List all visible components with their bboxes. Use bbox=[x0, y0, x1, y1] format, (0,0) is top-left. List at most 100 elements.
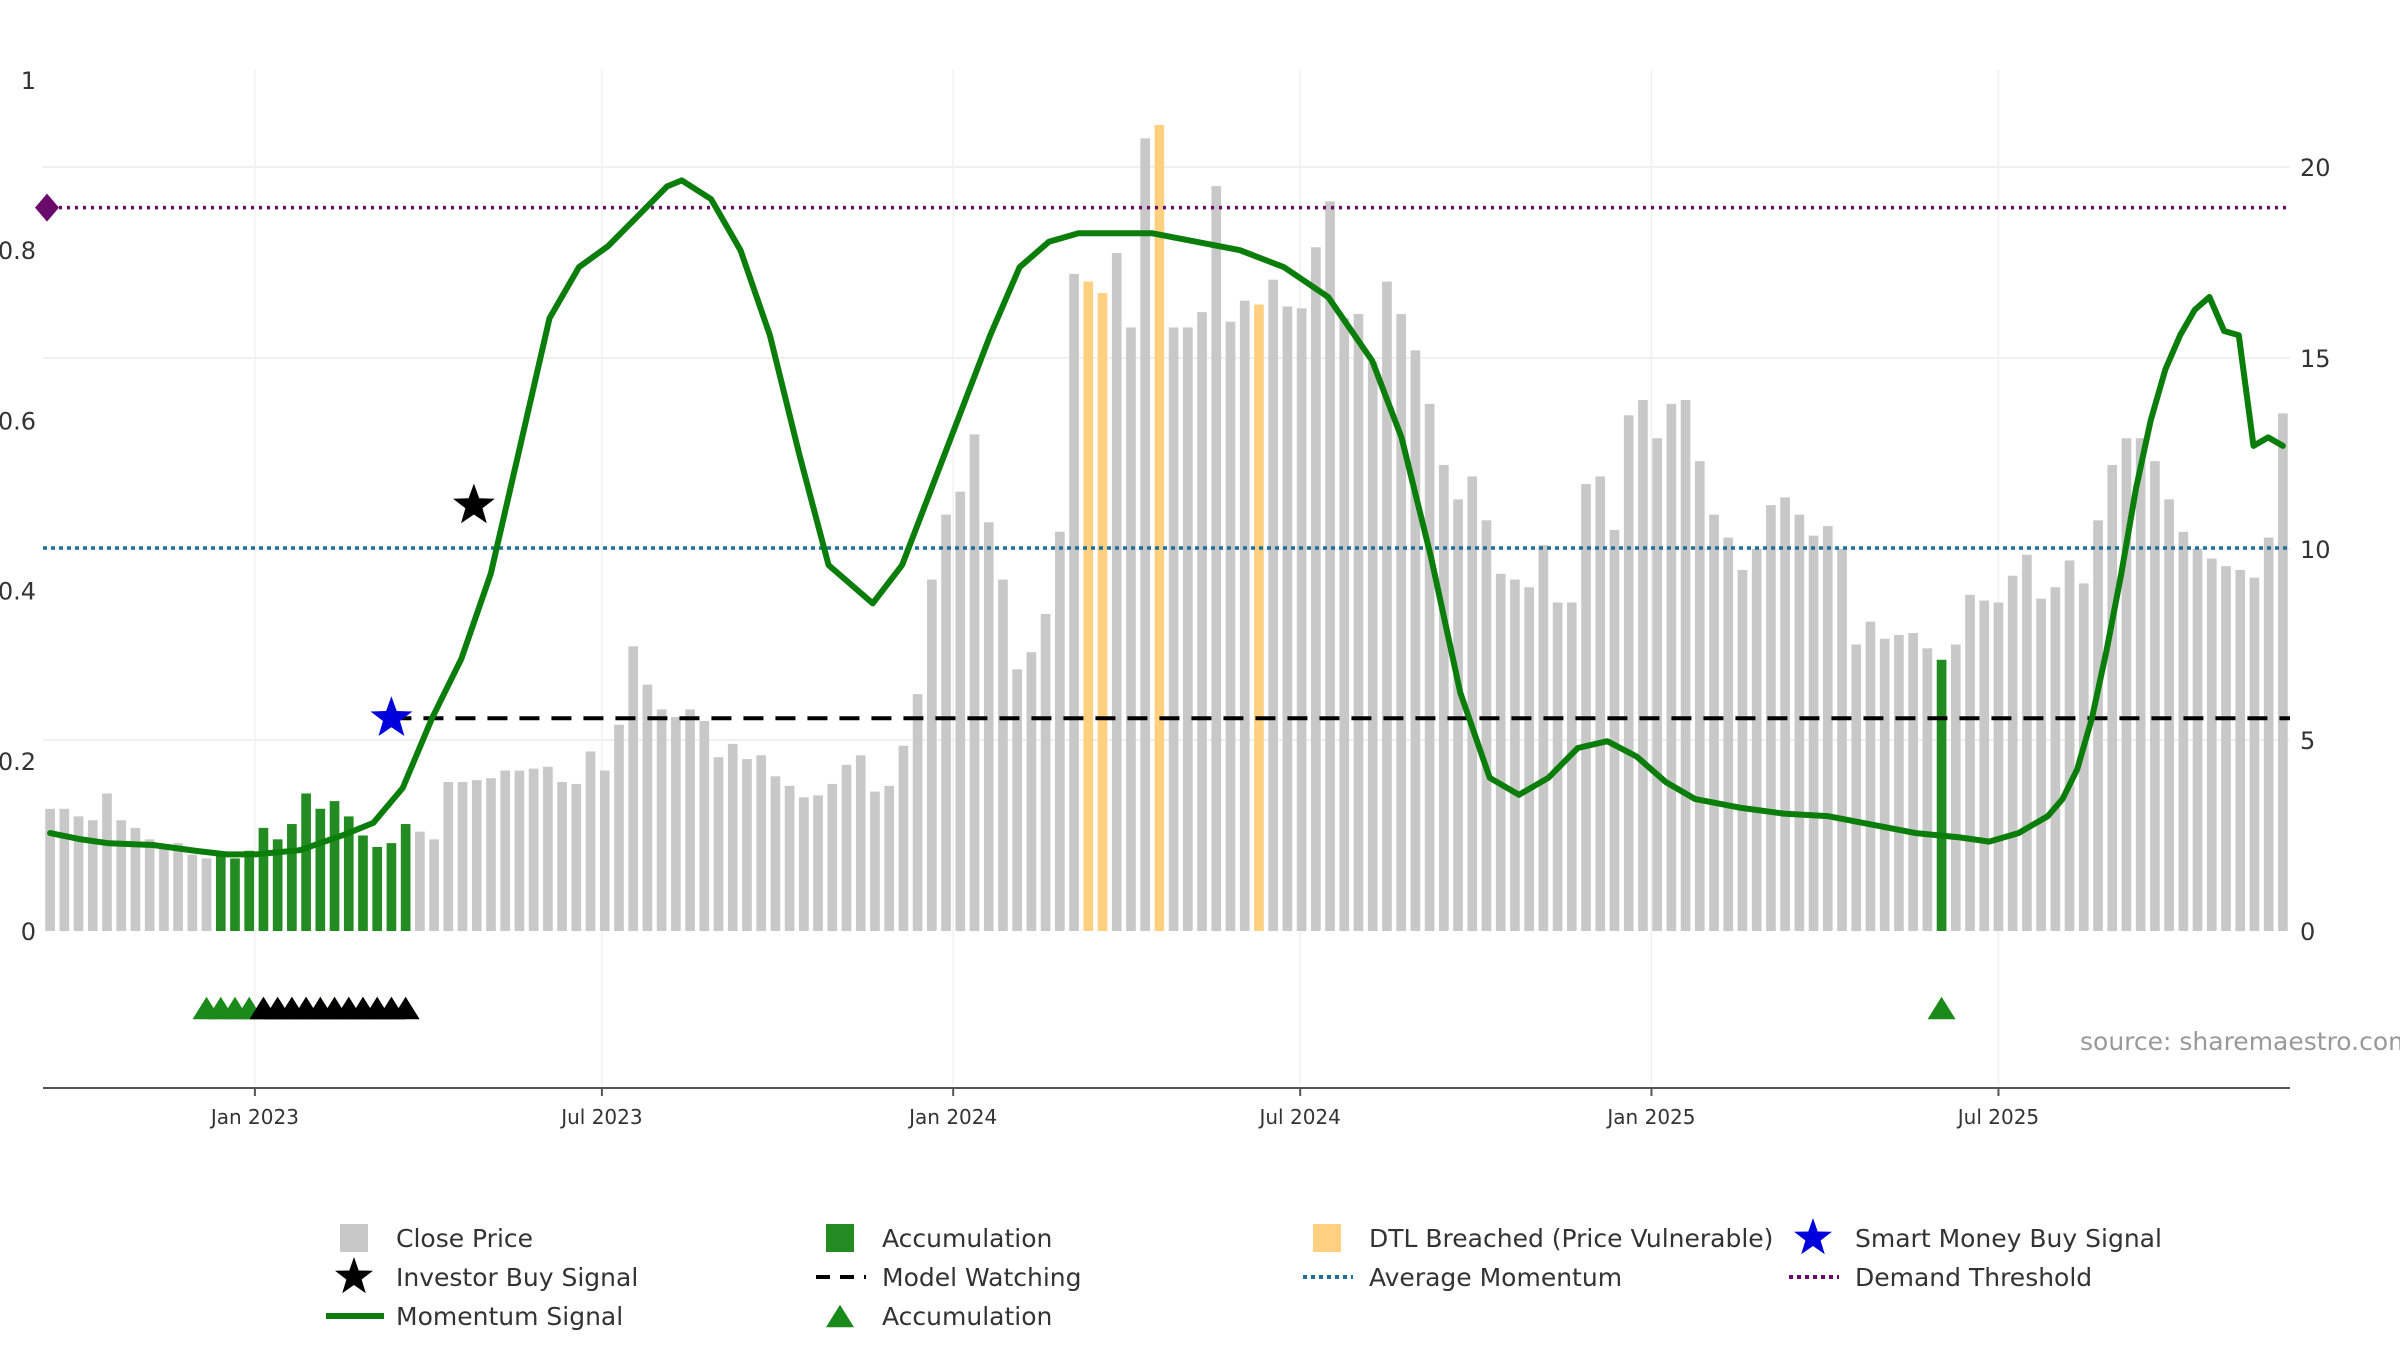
gridlines bbox=[43, 70, 2290, 1085]
accumulation-bar bbox=[287, 824, 297, 931]
legend-label: Accumulation bbox=[882, 1302, 1052, 1331]
legend-item: Smart Money Buy Signal bbox=[1794, 1218, 2162, 1255]
y-left-tick-label: 1 bbox=[21, 67, 36, 95]
investor-buy-signal-star bbox=[453, 483, 495, 524]
price-bar bbox=[1424, 403, 1435, 932]
axes: Jan 2023 Jul 2023 Jan 2024 Jul 2024 Jan 2025… bbox=[0, 67, 2331, 1129]
price-bar bbox=[2164, 499, 2174, 931]
legend-item: Demand Threshold bbox=[1789, 1263, 2092, 1292]
price-bar bbox=[1865, 621, 1876, 931]
price-bar bbox=[1495, 573, 1506, 931]
price-bar bbox=[2007, 575, 2018, 931]
dtl-breached-bar bbox=[1083, 281, 1094, 932]
price-bar bbox=[941, 514, 951, 931]
demand-threshold-marker bbox=[35, 193, 59, 222]
legend-swatch bbox=[340, 1224, 368, 1252]
price-bar bbox=[1566, 602, 1577, 931]
legend-swatch bbox=[826, 1224, 854, 1252]
price-bar bbox=[1353, 314, 1364, 931]
price-bar bbox=[742, 759, 752, 931]
legend-item: Accumulation bbox=[826, 1224, 1052, 1253]
price-bar bbox=[1026, 652, 1037, 931]
price-bar bbox=[1296, 308, 1307, 932]
price-bar bbox=[2221, 566, 2231, 931]
accumulation-bar bbox=[315, 808, 326, 931]
price-bar bbox=[585, 751, 596, 931]
x-tick-label: Jul 2023 bbox=[559, 1105, 642, 1129]
price-bar bbox=[1239, 300, 1250, 931]
price-bar bbox=[1822, 526, 1833, 931]
price-bar bbox=[2135, 438, 2146, 931]
price-bar bbox=[2064, 560, 2075, 931]
legend-label: Smart Money Buy Signal bbox=[1855, 1224, 2162, 1253]
smart-money-buy-signal-star bbox=[370, 696, 413, 736]
accumulation-bar bbox=[258, 827, 269, 931]
price-bar bbox=[1325, 201, 1335, 931]
x-tick-label: Jul 2025 bbox=[1956, 1105, 2039, 1129]
signal-markers bbox=[192, 483, 1956, 1020]
accumulation-bar bbox=[372, 846, 383, 931]
price-bar bbox=[2278, 413, 2288, 931]
price-bar bbox=[1510, 579, 1520, 931]
price-bar bbox=[116, 820, 127, 931]
price-bar bbox=[642, 684, 653, 931]
legend-item: Average Momentum bbox=[1303, 1263, 1622, 1292]
legend-label: Average Momentum bbox=[1369, 1263, 1622, 1292]
legend-item: DTL Breached (Price Vulnerable) bbox=[1313, 1224, 1773, 1253]
price-bar bbox=[1694, 461, 1705, 931]
price-bar bbox=[1012, 669, 1023, 931]
price-bar bbox=[1282, 306, 1293, 931]
price-bar bbox=[1794, 514, 1805, 931]
price-bar bbox=[173, 843, 183, 931]
price-bar bbox=[1040, 613, 1051, 931]
x-tick-label: Jan 2025 bbox=[1605, 1105, 1695, 1129]
price-bar bbox=[557, 782, 567, 931]
legend-item: Close Price bbox=[340, 1224, 533, 1253]
price-bar bbox=[187, 854, 198, 931]
price-bar bbox=[1922, 648, 1933, 931]
price-bar bbox=[1595, 476, 1606, 931]
price-bar bbox=[457, 782, 468, 931]
price-bar bbox=[1453, 499, 1463, 931]
price-bar bbox=[130, 827, 141, 931]
price-bar bbox=[1367, 361, 1378, 931]
price-bar bbox=[1438, 464, 1449, 931]
price-bar bbox=[1225, 321, 1236, 932]
price-bar bbox=[1837, 549, 1847, 931]
x-tick-label: Jul 2024 bbox=[1257, 1105, 1340, 1129]
legend-label: Accumulation bbox=[882, 1224, 1052, 1253]
x-tick-label: Jan 2023 bbox=[209, 1105, 299, 1129]
price-bar bbox=[1979, 600, 1990, 931]
price-bar bbox=[1410, 350, 1421, 931]
price-bar bbox=[884, 785, 895, 931]
y-left-tick-label: 0.6 bbox=[0, 407, 36, 435]
price-bar bbox=[1652, 438, 1662, 931]
price-bar bbox=[1709, 514, 1719, 931]
price-bar bbox=[2192, 549, 2203, 931]
price-bar bbox=[514, 770, 525, 931]
legend-triangle-icon bbox=[826, 1304, 854, 1328]
price-bar bbox=[2178, 531, 2189, 931]
legend-item: Investor Buy Signal bbox=[335, 1257, 638, 1294]
price-bar bbox=[528, 768, 539, 931]
price-bar bbox=[1993, 602, 2004, 931]
price-bar bbox=[2249, 577, 2260, 931]
price-bar bbox=[770, 776, 781, 931]
legend-item: Model Watching bbox=[816, 1263, 1082, 1292]
price-bar bbox=[1538, 545, 1549, 931]
x-tick-label: Jan 2024 bbox=[907, 1105, 997, 1129]
price-bar bbox=[1069, 273, 1079, 932]
price-bar bbox=[1339, 317, 1350, 931]
price-bar bbox=[983, 522, 994, 931]
accumulation-bar bbox=[272, 839, 283, 931]
indicator-lines bbox=[35, 177, 2290, 858]
price-bar bbox=[614, 724, 624, 931]
price-bar bbox=[1808, 535, 1819, 931]
price-bar bbox=[1211, 186, 1222, 932]
price-bar bbox=[1879, 638, 1890, 931]
price-bar bbox=[415, 831, 425, 931]
price-bar bbox=[429, 839, 439, 931]
price-bar bbox=[955, 491, 966, 931]
legend-label: Investor Buy Signal bbox=[396, 1263, 638, 1292]
